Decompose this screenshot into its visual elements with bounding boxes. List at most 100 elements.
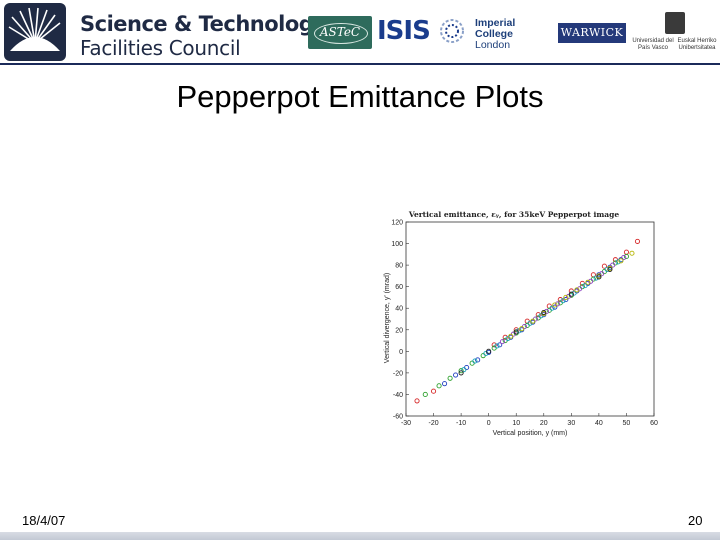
upv-left-text: Universidad del País Vasco [632,38,674,51]
data-point [541,309,547,316]
data-point [601,263,607,269]
emittance-chart-svg: Vertical emittance, εᵧ, for 35keV Pepper… [384,210,658,437]
data-point [513,329,519,335]
x-tick-label: 30 [567,420,575,427]
imperial-college-logo: Imperial College London [475,17,551,52]
data-point [623,253,629,260]
stfc-name-line2: Facilities Council [80,36,241,60]
data-point [596,274,602,280]
y-tick-label: 60 [395,284,403,291]
data-point [571,290,577,296]
x-tick-label: 20 [540,420,548,427]
astec-logo: ASTeC [308,16,372,49]
upv-logo: Universidad del País Vasco Euskal Herrik… [632,12,718,54]
data-point [499,339,505,345]
data-point [458,368,464,374]
x-tick-label: 10 [512,420,520,427]
upv-emblem-icon [665,12,685,34]
astec-label: ASTeC [319,25,361,39]
data-point [491,342,497,348]
data-point [530,318,536,324]
isis-swirl-icon [440,19,464,43]
data-point [621,255,627,261]
header-banner: Science & Technology Facilities Council … [0,0,720,65]
data-point [574,287,580,293]
data-point [563,297,569,303]
x-axis-label: Vertical position, y (mm) [493,430,568,437]
data-point [497,342,503,348]
y-axis-label: Vertical divergence, y' (mrad) [384,273,391,363]
data-point [604,266,610,272]
data-point [568,291,574,297]
plot-area [405,221,655,417]
data-point [552,304,558,310]
y-tick-label: 40 [395,306,403,313]
x-tick-label: -30 [401,420,411,427]
data-point [453,372,459,378]
upv-right-text: Euskal Herriko Unibertsitatea [677,38,717,51]
data-point [555,301,561,307]
data-point [585,279,591,285]
slide-date: 18/4/07 [22,513,66,528]
data-point [502,334,508,340]
data-point [629,250,635,256]
y-tick-label: -60 [393,414,403,421]
warwick-logo: WARWICK [558,23,626,43]
data-point [607,266,613,272]
data-point [458,370,464,376]
footer-bar [0,532,720,540]
chart-title: Vertical emittance, εᵧ, for 35keV Pepper… [408,210,620,219]
data-point [508,333,514,339]
data-point [588,278,594,284]
data-point [422,391,428,397]
data-point [486,348,492,354]
slide-title: Pepperpot Emittance Plots [176,79,544,114]
stfc-sunburst-logo [4,3,66,61]
x-tick-label: 0 [487,420,491,427]
slide-page-number: 20 [688,513,703,528]
isis-label: ISIS [377,16,431,46]
data-point [513,327,519,333]
data-point [414,398,420,404]
isis-logo: ISIS [377,14,467,50]
x-tick-label: 60 [650,420,658,427]
data-point [615,259,621,265]
data-point [563,294,569,300]
x-tick-label: -10 [456,420,466,427]
stfc-name-line1: Science & Technology [80,12,327,36]
data-point [618,258,624,264]
data-point [634,238,641,244]
data-point [442,381,448,387]
x-tick-label: 50 [623,420,631,427]
data-point [519,326,525,332]
data-point [610,262,616,268]
data-point [560,298,566,304]
emittance-chart: Vertical emittance, εᵧ, for 35keV Pepper… [364,204,664,442]
data-point [535,312,541,318]
data-point [577,286,583,292]
data-point [494,343,500,349]
y-tick-label: 20 [395,327,403,334]
imperial-line1: Imperial College [475,17,516,41]
data-point [582,283,588,289]
data-point [431,388,437,394]
data-point [549,305,555,311]
x-tick-label: -20 [428,420,438,427]
data-point [472,358,478,364]
y-tick-label: -20 [393,370,403,377]
data-point [475,357,481,363]
data-point [461,367,467,373]
y-tick-label: 80 [395,263,403,270]
header-divider [0,63,720,65]
y-tick-label: -40 [393,392,403,399]
data-point [552,302,558,308]
y-tick-label: 100 [391,241,403,248]
y-tick-label: 0 [399,349,403,356]
y-tick-label: 120 [391,220,403,227]
x-tick-label: 40 [595,420,603,427]
data-point [447,375,453,381]
imperial-line2: London [475,39,511,52]
data-point [557,297,563,303]
data-point [436,383,442,389]
stfc-wordmark: Science & Technology Facilities Council [80,12,327,60]
